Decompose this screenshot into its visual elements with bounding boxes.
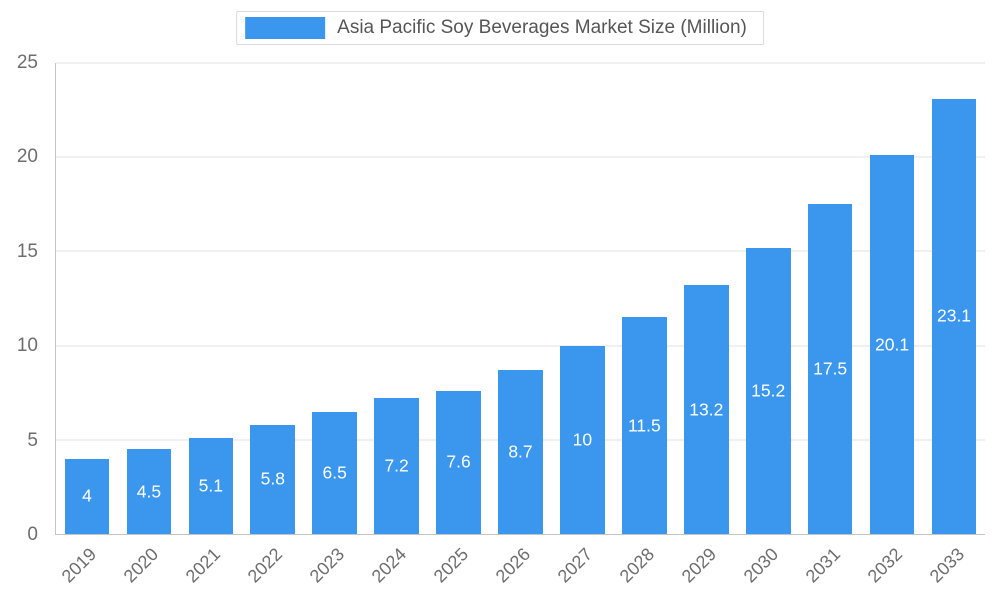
bar-value-label: 17.5	[813, 358, 848, 379]
bar-value-label: 6.5	[322, 462, 347, 483]
bar-value-label: 15.2	[751, 380, 786, 401]
bar-2023[interactable]: 6.5	[312, 411, 357, 534]
y-axis-tick-label: 10	[16, 335, 38, 357]
plot-area: 4 4.5 5.1 5.8 6.5 7.2 7.6 8.7 10 11.5 13.2 15.2 17.5…	[55, 62, 985, 535]
bar-value-label: 10	[572, 429, 593, 450]
bar-2029[interactable]: 13.2	[684, 285, 729, 534]
gridline	[56, 156, 985, 158]
x-axis-tick-label: 2019	[57, 544, 101, 587]
y-axis-tick-label: 25	[16, 52, 38, 73]
bar-2025[interactable]: 7.6	[436, 390, 481, 534]
bar-2019[interactable]: 4	[64, 458, 110, 534]
legend-swatch-icon	[245, 17, 326, 39]
bar-value-label: 20.1	[875, 334, 910, 355]
legend-series-label: Asia Pacific Soy Beverages Market Size (…	[337, 17, 747, 38]
bar-2020[interactable]: 4.5	[126, 449, 172, 534]
y-axis-tick-label: 20	[16, 146, 38, 168]
bar-value-label: 5.1	[198, 475, 223, 496]
chart-legend[interactable]: Asia Pacific Soy Beverages Market Size (…	[236, 11, 764, 45]
y-axis-tick-label: 5	[27, 429, 38, 451]
bar-2030[interactable]: 15.2	[745, 247, 791, 534]
bar-value-label: 4.5	[136, 481, 162, 502]
y-axis-tick-label: 15	[16, 240, 38, 262]
bar-value-label: 5.8	[260, 468, 285, 489]
y-axis-tick-label: 0	[27, 524, 38, 545]
bar-2031[interactable]: 17.5	[807, 204, 853, 534]
bar-2026[interactable]: 8.7	[498, 370, 543, 534]
bar-2021[interactable]: 5.1	[188, 437, 234, 534]
gridline	[56, 250, 985, 252]
bar-2028[interactable]: 11.5	[622, 317, 667, 534]
bar-value-label: 23.1	[936, 305, 972, 326]
bar-value-label: 7.6	[446, 451, 471, 472]
bar-value-label: 7.2	[384, 455, 409, 476]
gridline	[56, 345, 985, 347]
x-axis: 2019 2020 2021 2022 2023 2024 2025 2026 2027 2028…	[55, 535, 985, 600]
bar-2032[interactable]: 20.1	[869, 155, 915, 534]
bar-2022[interactable]: 5.8	[250, 424, 296, 534]
bar-value-label: 11.5	[627, 415, 661, 436]
bar-2033[interactable]: 23.1	[931, 98, 977, 534]
y-axis: 0 5 10 15 20 25	[0, 52, 47, 545]
gridline	[56, 62, 985, 64]
bar-value-label: 4	[82, 485, 92, 506]
bar-value-label: 13.2	[689, 399, 724, 420]
bar-2027[interactable]: 10	[560, 345, 605, 534]
bar-2024[interactable]: 7.2	[374, 398, 419, 534]
bar-value-label: 8.7	[508, 441, 533, 462]
